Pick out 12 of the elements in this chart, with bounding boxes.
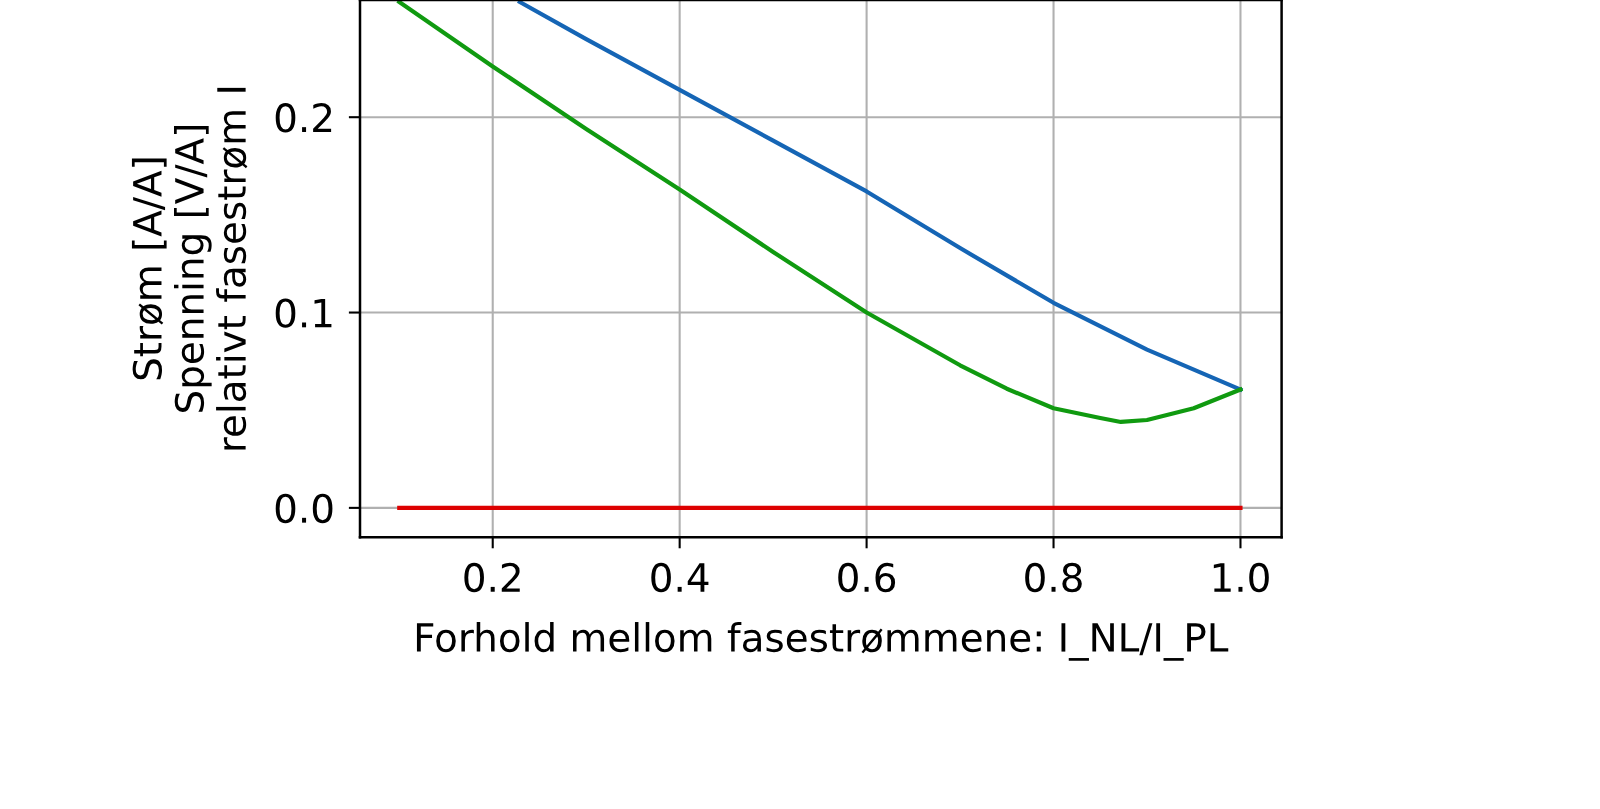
x-tick-label: 0.8 (1025, 562, 1082, 593)
y-axis-title: Strøm [A/A] Spenning [V/A] relativt fasestrøm I (131, 87, 248, 450)
x-tick-label: 0.4 (651, 562, 709, 593)
line-series (397, 0, 1243, 425)
x-tick-label: 0.6 (838, 562, 896, 593)
y-tick-label: 0.1 (275, 298, 332, 328)
y-tick-label: 0.0 (275, 493, 333, 524)
y-tick-label: 0.2 (275, 103, 332, 133)
line-series (517, 0, 1243, 392)
x-axis-title: Forhold mellom fasestrømmene: I_NL/I_PL (416, 622, 1229, 661)
x-tick-label: 1.0 (1213, 562, 1269, 593)
x-tick-label: 0.2 (464, 562, 520, 593)
